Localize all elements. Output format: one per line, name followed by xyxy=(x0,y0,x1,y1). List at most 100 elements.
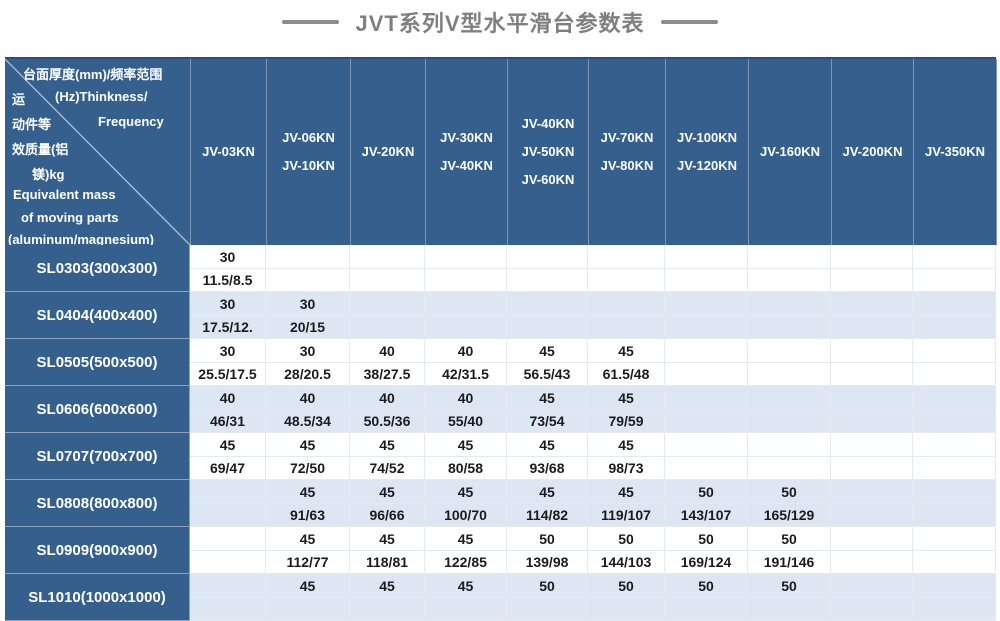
table-cell: 40 38/27.5 xyxy=(350,339,425,386)
cell-thickness-value: 50 xyxy=(748,527,830,551)
cell-mass-value xyxy=(748,269,830,291)
column-header: JV-03KN xyxy=(191,59,267,245)
cell-mass-value xyxy=(831,551,912,573)
cell-thickness-value: 45 xyxy=(588,339,664,363)
cell-thickness-value xyxy=(507,292,587,316)
column-header-line: JV-40KN xyxy=(521,115,575,131)
cell-thickness-value: 45 xyxy=(425,480,506,504)
table-cell xyxy=(190,527,266,574)
cell-mass-value: 42/31.5 xyxy=(442,366,489,382)
table-cell: 45 72/50 xyxy=(266,433,350,480)
table-cell: 50 143/107 xyxy=(665,480,748,527)
cell-thickness-value xyxy=(831,527,912,551)
cell-thickness-value xyxy=(748,292,830,316)
table-cell xyxy=(748,433,831,480)
cell-thickness-value: 30 xyxy=(190,245,265,269)
cell-mass-value: 112/77 xyxy=(286,554,329,570)
cell-mass-value xyxy=(913,363,995,385)
table-cell: 30 17.5/12. xyxy=(190,292,266,339)
cell-mass-value xyxy=(665,410,747,432)
table-cell: 45 69/47 xyxy=(190,433,266,480)
column-header-line: JV-160KN xyxy=(760,143,820,159)
table-cell: 45 93/68 xyxy=(507,433,588,480)
cell-thickness-value xyxy=(748,339,830,363)
table-cell xyxy=(665,386,748,433)
cell-mass-value: 93/68 xyxy=(529,460,565,476)
cell-thickness-value xyxy=(748,433,830,457)
cell-mass-value xyxy=(588,598,664,620)
page-title-row: JVT系列V型水平滑台参数表 xyxy=(0,2,1000,42)
column-header-line: JV-20KN xyxy=(361,143,415,159)
cell-mass-value xyxy=(507,598,587,620)
table-cell: 50 xyxy=(507,574,588,621)
cell-thickness-value xyxy=(190,480,265,504)
corner-cell: 台面厚度(mm)/频率范围运 (Hz)Thinkness/动件等 Frequency… xyxy=(5,59,191,245)
cell-mass-value: 98/73 xyxy=(608,460,644,476)
cell-thickness-value xyxy=(748,386,830,410)
table-cell: 40 46/31 xyxy=(190,386,266,433)
corner-text-line: Frequency xyxy=(98,114,164,129)
cell-thickness-value xyxy=(831,339,912,363)
row-label: SL0303(300x300) xyxy=(5,245,190,292)
table-row: SL1010(1000x1000) 45 45 45 50 50 50 50 xyxy=(5,574,996,621)
table-header-row: 台面厚度(mm)/频率范围运 (Hz)Thinkness/动件等 Frequency… xyxy=(5,59,997,245)
cell-thickness-value: 30 xyxy=(190,339,265,363)
cell-mass-value: 118/81 xyxy=(365,554,409,570)
cell-thickness-value xyxy=(913,527,995,551)
cell-mass-value: 96/66 xyxy=(369,507,405,523)
cell-mass-value: 48.5/34 xyxy=(284,413,331,429)
table-cell: 45 118/81 xyxy=(350,527,425,574)
cell-mass-value xyxy=(831,363,912,385)
cell-thickness-value: 45 xyxy=(425,574,506,598)
table-cell: 30 20/15 xyxy=(266,292,350,339)
table-cell: 45 xyxy=(350,574,425,621)
table-cell: 50 169/124 xyxy=(665,527,748,574)
table-cell: 30 11.5/8.5 xyxy=(190,245,266,292)
column-header-line: JV-200KN xyxy=(842,143,903,159)
column-header: JV-40KN JV-50KN JV-60KN xyxy=(508,59,589,245)
cell-mass-value: 46/31 xyxy=(209,413,246,429)
table-cell: 45 79/59 xyxy=(588,386,665,433)
cell-thickness-value: 45 xyxy=(507,386,587,410)
column-header: JV-20KN xyxy=(351,59,426,245)
cell-mass-value xyxy=(748,457,830,479)
cell-thickness-value xyxy=(266,245,349,269)
column-header-line: JV-100KN xyxy=(677,129,737,145)
table-cell: 50 xyxy=(665,574,748,621)
cell-thickness-value: 50 xyxy=(748,574,830,598)
table-cell xyxy=(913,292,996,339)
cell-thickness-value: 50 xyxy=(665,480,747,504)
cell-mass-value xyxy=(266,598,349,620)
table-cell: 30 25.5/17.5 xyxy=(190,339,266,386)
cell-mass-value: 11.5/8.5 xyxy=(202,272,253,288)
cell-mass-value: 169/124 xyxy=(680,554,732,570)
table-cell xyxy=(190,480,266,527)
cell-mass-value xyxy=(831,316,912,338)
cell-thickness-value xyxy=(831,480,912,504)
cell-thickness-value: 45 xyxy=(588,386,664,410)
corner-text-line: Equivalent mass xyxy=(13,187,116,202)
cell-thickness-value: 45 xyxy=(425,527,506,551)
row-label: SL0606(600x600) xyxy=(5,386,190,433)
cell-thickness-value: 40 xyxy=(266,386,349,410)
column-header-line: JV-70KN xyxy=(600,129,654,145)
column-header-line: JV-80KN xyxy=(600,158,654,173)
table-cell: 50 139/98 xyxy=(507,527,588,574)
table-cell xyxy=(425,292,507,339)
cell-mass-value: 69/47 xyxy=(209,460,246,476)
cell-mass-value xyxy=(665,269,747,291)
cell-mass-value: 61.5/48 xyxy=(602,366,650,382)
cell-mass-value xyxy=(831,269,912,291)
cell-thickness-value xyxy=(665,245,747,269)
column-header-line: JV-03KN xyxy=(202,143,255,159)
cell-thickness-value xyxy=(831,292,912,316)
table-row: SL0707(700x700) 45 69/47 45 72/50 45 74/52 45 80… xyxy=(5,433,996,480)
cell-thickness-value xyxy=(831,433,912,457)
cell-mass-value xyxy=(913,504,995,526)
table-cell: 45 112/77 xyxy=(266,527,350,574)
page-title: JVT系列V型水平滑台参数表 xyxy=(355,11,645,36)
table-cell xyxy=(831,245,913,292)
table-cell: 45 119/107 xyxy=(588,480,665,527)
table-cell: 45 xyxy=(266,574,350,621)
cell-mass-value: 143/107 xyxy=(680,507,732,523)
